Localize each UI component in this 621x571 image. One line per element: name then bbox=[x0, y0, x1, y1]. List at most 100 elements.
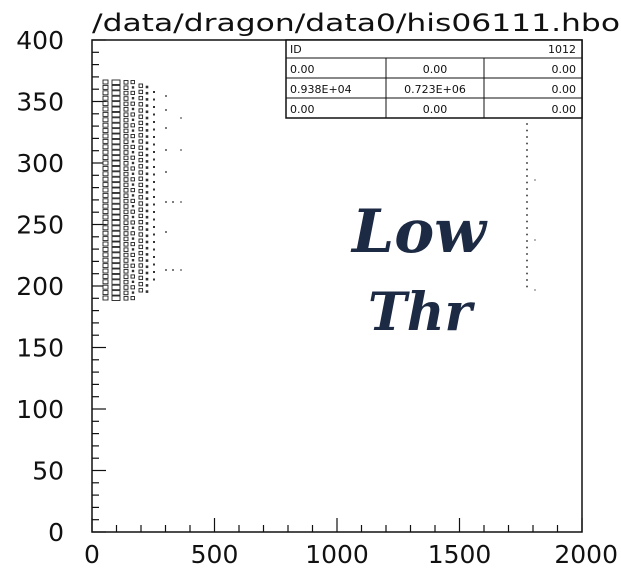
histogram-bin bbox=[102, 225, 109, 231]
histogram-bin bbox=[145, 259, 149, 262]
histogram-bin bbox=[145, 178, 149, 182]
histogram-bin bbox=[526, 220, 528, 223]
histogram-bin bbox=[138, 145, 144, 150]
histogram-bin bbox=[165, 201, 167, 203]
histogram-bin bbox=[153, 128, 155, 131]
histogram-bin bbox=[153, 91, 155, 93]
y-tick-label: 400 bbox=[16, 26, 64, 55]
y-tick-label: 250 bbox=[16, 211, 64, 240]
histogram-bin bbox=[138, 120, 144, 126]
histogram-bin bbox=[138, 275, 144, 281]
histogram-bin bbox=[145, 265, 149, 269]
histogram-bin bbox=[526, 285, 528, 288]
histogram-bin bbox=[123, 150, 129, 155]
histogram-bin bbox=[131, 140, 135, 143]
histogram-bin bbox=[102, 133, 109, 139]
histogram-bin bbox=[123, 198, 129, 204]
histogram-bin bbox=[102, 171, 109, 177]
histogram-bin bbox=[131, 107, 135, 111]
stats-cell: 0.00 bbox=[552, 63, 577, 76]
histogram-bin bbox=[102, 182, 109, 188]
histogram-bin bbox=[111, 101, 121, 107]
histogram-bin bbox=[123, 279, 129, 285]
histogram-bin bbox=[130, 198, 135, 203]
histogram-bin bbox=[145, 246, 149, 250]
histogram-bin bbox=[526, 149, 528, 151]
histogram-bin bbox=[111, 252, 121, 258]
histogram-bin bbox=[111, 257, 121, 264]
histogram-bin bbox=[145, 284, 149, 287]
histogram-bin bbox=[123, 134, 129, 139]
x-tick-label: 1000 bbox=[305, 540, 369, 569]
histogram-bin bbox=[145, 110, 149, 114]
histogram-bin bbox=[153, 203, 155, 206]
histogram-bin bbox=[123, 225, 129, 231]
x-tick-label: 2000 bbox=[554, 540, 618, 569]
histogram-bin bbox=[165, 171, 167, 173]
histogram-bin bbox=[123, 112, 129, 117]
histogram-bin bbox=[165, 269, 167, 271]
histogram-bin bbox=[111, 230, 121, 237]
histogram-bin bbox=[111, 290, 121, 296]
stats-cell: 0.00 bbox=[290, 63, 315, 76]
histogram-bin bbox=[111, 192, 121, 199]
histogram-bin bbox=[102, 198, 109, 204]
histogram-bin bbox=[111, 149, 121, 156]
histogram-bin bbox=[138, 139, 144, 144]
histogram-bin bbox=[102, 117, 109, 123]
chart-title: /data/dragon/data0/his06111.hbo bbox=[92, 9, 620, 37]
histogram-bin bbox=[123, 161, 129, 166]
histogram-bin bbox=[123, 85, 129, 90]
histogram-bin bbox=[111, 176, 121, 183]
histogram-bin bbox=[131, 118, 135, 121]
histogram-bin bbox=[123, 101, 129, 107]
histogram-bin bbox=[145, 129, 149, 132]
histogram-bin bbox=[153, 98, 155, 101]
histogram-bin bbox=[138, 238, 144, 243]
histogram-bin bbox=[111, 246, 121, 253]
histogram-bin bbox=[153, 263, 155, 266]
histogram-bin bbox=[145, 203, 149, 207]
stats-id-value: 1012 bbox=[548, 43, 576, 56]
stats-cell: 0.00 bbox=[290, 103, 315, 116]
histogram-bin bbox=[165, 149, 167, 151]
histogram-bin bbox=[180, 269, 182, 271]
histogram-bin bbox=[123, 171, 129, 177]
histogram-bin bbox=[130, 155, 135, 160]
histogram-bin bbox=[111, 106, 121, 112]
histogram-bin bbox=[123, 296, 129, 301]
heatmap-cells bbox=[102, 79, 536, 301]
stats-cell: 0.723E+06 bbox=[404, 83, 466, 96]
histogram-bin bbox=[130, 231, 135, 236]
histogram-bin bbox=[111, 144, 121, 150]
histogram-bin bbox=[526, 123, 528, 125]
histogram-bin bbox=[111, 79, 121, 85]
histogram-bin bbox=[131, 237, 135, 240]
histogram-bin bbox=[153, 151, 155, 153]
histogram-bin bbox=[526, 188, 528, 190]
histogram-bin bbox=[153, 233, 155, 236]
histogram-bin bbox=[123, 252, 129, 258]
x-tick-label: 1500 bbox=[428, 540, 492, 569]
histogram-bin bbox=[138, 269, 144, 274]
histogram-bin bbox=[145, 172, 149, 176]
histogram-bin bbox=[111, 219, 121, 226]
y-tick-label: 200 bbox=[16, 272, 64, 301]
histogram-bin bbox=[123, 258, 129, 263]
histogram-bin bbox=[102, 295, 109, 301]
histogram-bin bbox=[111, 84, 121, 91]
histogram-bin bbox=[138, 89, 144, 95]
histogram-bin bbox=[131, 215, 135, 219]
histogram-bin bbox=[131, 226, 135, 229]
histogram-bin bbox=[534, 289, 536, 291]
histogram-bin bbox=[102, 290, 109, 296]
y-axis-labels: 0 50 100 150 200 250 300 350 400 bbox=[16, 26, 64, 547]
histogram-bin bbox=[145, 234, 149, 238]
histogram-bin bbox=[111, 117, 121, 123]
histogram-bin bbox=[123, 209, 129, 215]
histogram-bin bbox=[153, 278, 155, 281]
histogram-bin bbox=[153, 173, 155, 176]
histogram-bin bbox=[138, 151, 144, 157]
histogram-bin bbox=[130, 188, 135, 193]
histogram-bin bbox=[123, 80, 129, 85]
